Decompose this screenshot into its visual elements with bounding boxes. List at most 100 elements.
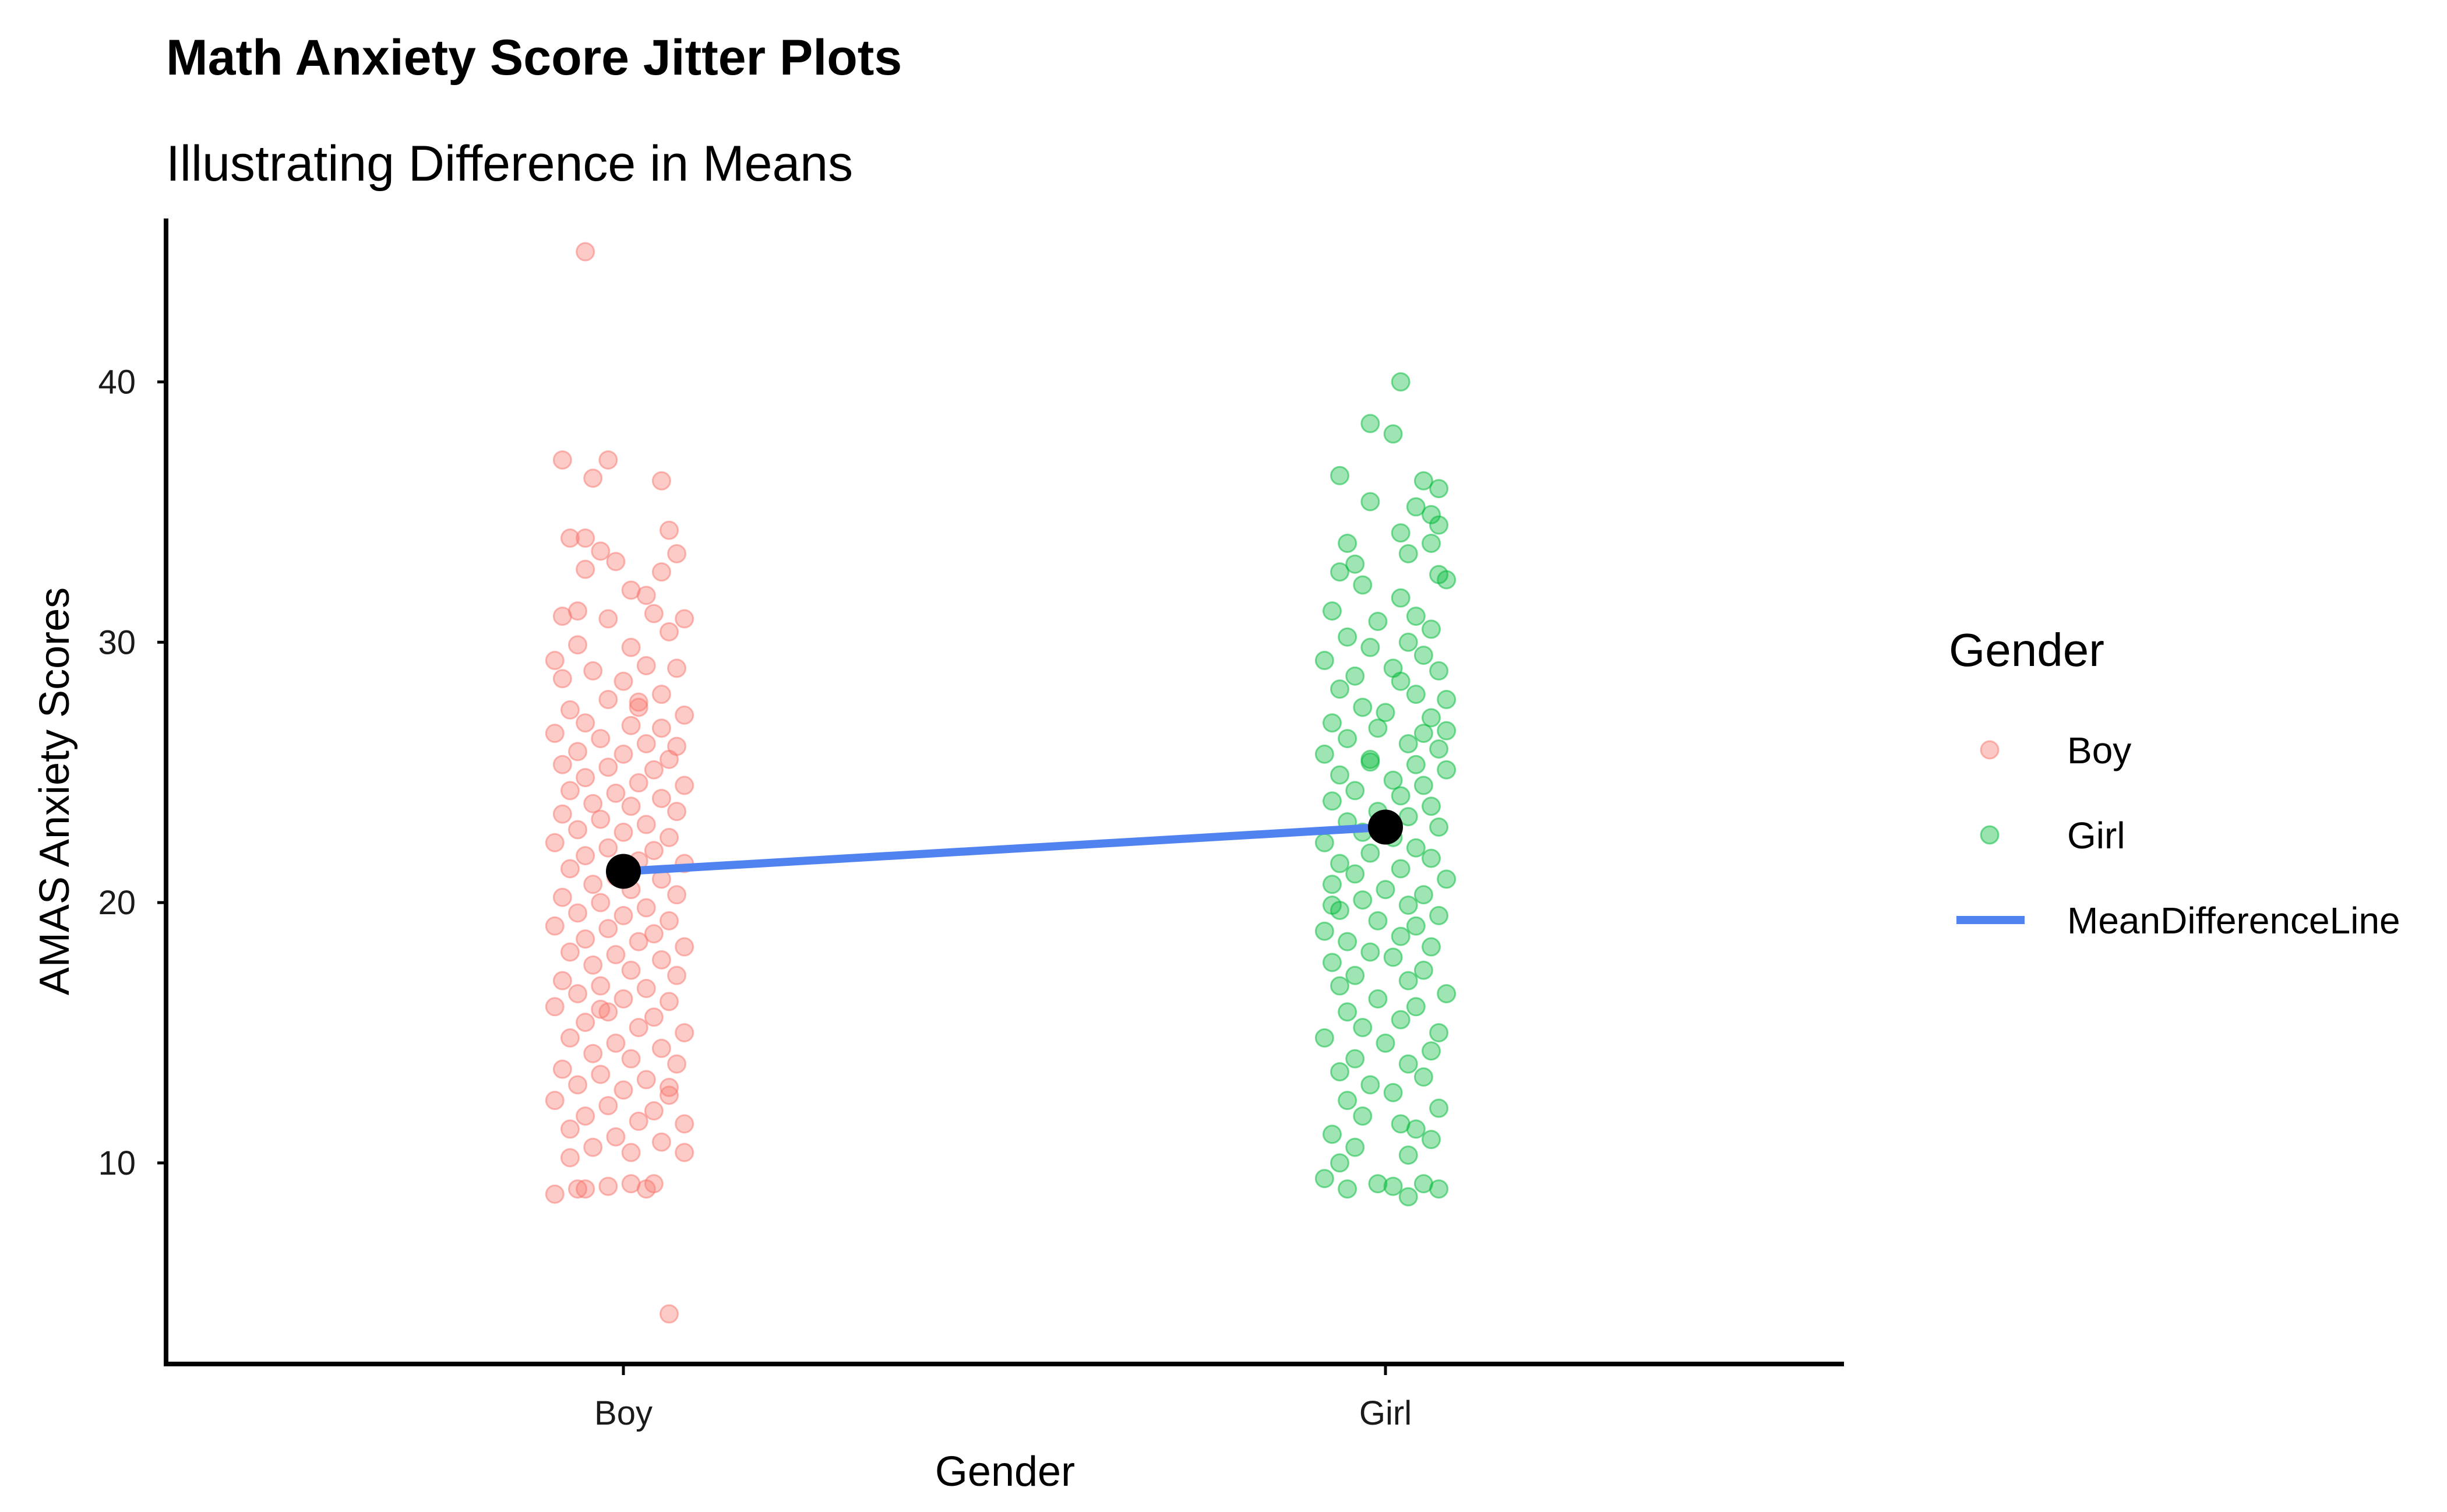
data-point-boy (644, 1007, 664, 1027)
mean-difference-line (623, 823, 1386, 876)
data-point-boy (629, 697, 648, 717)
legend-label-mean-line: MeanDifferenceLine (2067, 900, 2400, 942)
data-point-boy (591, 809, 611, 829)
data-point-boy (598, 919, 618, 939)
data-point-boy (621, 960, 641, 980)
data-point-boy (651, 718, 671, 738)
data-point-girl (1398, 544, 1418, 563)
data-point-girl (1429, 1023, 1449, 1042)
data-point-boy (621, 796, 641, 816)
data-point-girl (1368, 612, 1388, 632)
data-point-boy (560, 1028, 580, 1048)
legend-entry-mean-line: MeanDifferenceLine (1956, 900, 2400, 942)
data-point-girl (1421, 796, 1441, 816)
data-point-boy (659, 520, 679, 540)
data-point-girl (1437, 570, 1457, 590)
data-point-boy (576, 1013, 595, 1032)
data-point-girl (1360, 752, 1380, 772)
data-point-boy (583, 1044, 603, 1063)
data-point-girl (1437, 984, 1457, 1003)
data-point-boy (583, 661, 603, 681)
data-point-girl (1413, 646, 1433, 665)
data-point-girl (1314, 651, 1334, 671)
data-point-girl (1413, 724, 1433, 743)
data-point-boy (644, 604, 664, 623)
y-axis-ticks: 10 20 30 40 (98, 363, 166, 1182)
data-point-girl (1398, 896, 1418, 915)
y-tick-label: 20 (98, 884, 136, 922)
data-point-girl (1383, 1176, 1403, 1196)
data-point-girl (1406, 685, 1426, 704)
data-point-boy (613, 905, 633, 925)
data-point-girl (1338, 932, 1358, 951)
data-point-boy (583, 794, 603, 813)
data-point-boy (606, 944, 626, 964)
data-point-boy (659, 1077, 679, 1097)
data-point-boy (568, 1075, 588, 1095)
data-point-girl (1398, 632, 1418, 652)
data-point-girl (1421, 533, 1441, 553)
data-point-girl (1383, 424, 1403, 444)
data-point-boy (583, 468, 603, 488)
data-point-girl (1391, 671, 1411, 691)
data-point-boy (576, 528, 595, 548)
data-point-girl (1368, 989, 1388, 1009)
data-point-girl (1330, 679, 1350, 699)
data-point-girl (1330, 1153, 1350, 1173)
legend: Gender Boy Girl MeanDifferenceLine (1949, 624, 2400, 942)
data-point-girl (1338, 533, 1358, 553)
data-point-boy (568, 635, 588, 655)
data-point-boy (667, 1054, 687, 1074)
series-boy (545, 242, 694, 1324)
data-point-boy (583, 875, 603, 894)
data-point-boy (598, 757, 618, 777)
data-point-girl (1314, 1028, 1334, 1048)
y-tick-label: 10 (98, 1144, 136, 1182)
data-point-girl (1322, 953, 1342, 972)
data-point-girl (1360, 414, 1380, 433)
data-point-girl (1360, 1075, 1380, 1095)
data-point-boy (598, 690, 618, 710)
data-point-boy (667, 965, 687, 985)
data-point-girl (1314, 921, 1334, 941)
data-point-girl (1429, 515, 1449, 535)
data-point-girl (1437, 760, 1457, 780)
data-point-boy (667, 544, 687, 563)
data-point-girl (1421, 848, 1441, 868)
data-point-girl (1398, 1145, 1418, 1165)
data-point-girl (1368, 718, 1388, 738)
data-point-girl (1353, 575, 1373, 595)
data-point-boy (659, 1304, 679, 1324)
data-point-boy (644, 841, 664, 861)
plot-area (545, 242, 1457, 1324)
data-point-girl (1406, 1119, 1426, 1139)
data-point-boy (552, 971, 572, 991)
data-point-girl (1421, 937, 1441, 957)
data-point-girl (1391, 859, 1411, 879)
legend-title: Gender (1949, 624, 2104, 676)
data-point-girl (1322, 713, 1342, 733)
x-tick-label-girl: Girl (1359, 1394, 1412, 1432)
data-point-girl (1429, 905, 1449, 925)
data-point-girl (1322, 601, 1342, 621)
data-point-boy (621, 1143, 641, 1162)
mean-point-boy (606, 854, 641, 889)
data-point-boy (636, 898, 656, 918)
data-point-boy (552, 669, 572, 689)
data-point-boy (659, 1085, 679, 1105)
data-point-girl (1437, 721, 1457, 741)
data-point-boy (636, 734, 656, 754)
data-point-girl (1406, 997, 1426, 1017)
data-point-girl (1421, 1041, 1441, 1061)
data-point-girl (1391, 926, 1411, 946)
data-point-girl (1338, 729, 1358, 749)
data-point-boy (613, 671, 633, 691)
data-point-boy (659, 827, 679, 847)
data-point-boy (675, 705, 694, 725)
data-point-boy (545, 997, 565, 1017)
data-point-boy (576, 242, 595, 262)
data-point-boy (613, 1080, 633, 1100)
data-point-girl (1338, 1179, 1358, 1199)
data-point-boy (598, 1096, 618, 1116)
data-point-girl (1429, 1179, 1449, 1199)
